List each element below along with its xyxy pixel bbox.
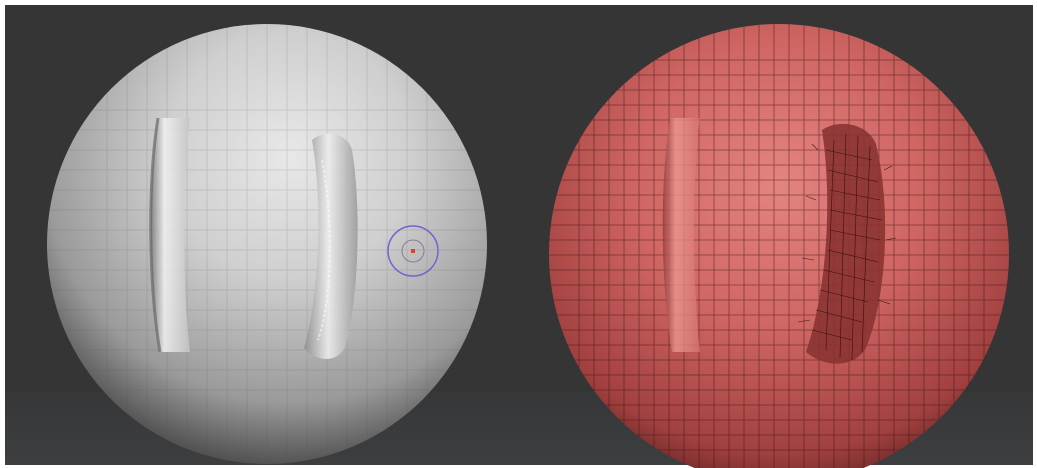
right-sphere-model[interactable] [549, 24, 1009, 468]
left-sphere-model[interactable] [47, 24, 487, 464]
brush-cursor-icon [387, 225, 439, 277]
